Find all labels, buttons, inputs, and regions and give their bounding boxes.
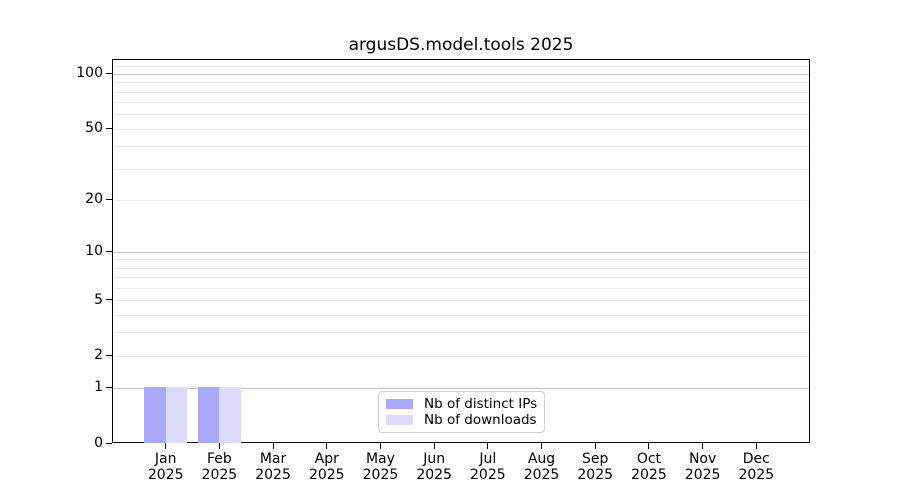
x-tick — [648, 443, 650, 449]
x-tick — [433, 443, 435, 449]
y-tick-label: 20 — [85, 191, 103, 208]
x-tick — [218, 443, 220, 449]
x-tick-year: 2025 — [255, 467, 291, 483]
gridline-minor — [113, 146, 809, 148]
bar-feb-series1 — [219, 387, 241, 443]
gridline-minor — [113, 276, 809, 278]
x-tick-label: Jan 2025 — [134, 451, 198, 483]
chart-title: argusDS.model.tools 2025 — [348, 35, 574, 55]
x-tick-year: 2025 — [416, 467, 452, 483]
y-tick — [106, 127, 112, 129]
gridline-minor — [113, 114, 809, 116]
gridline-minor — [113, 102, 809, 104]
gridline-minor — [113, 259, 809, 261]
x-tick-year: 2025 — [684, 467, 721, 483]
x-tick-year: 2025 — [523, 467, 560, 483]
y-tick-label: 1 — [94, 379, 103, 396]
gridline-major — [113, 387, 809, 389]
plot-area — [112, 59, 810, 443]
x-tick-label: Oct 2025 — [617, 451, 681, 483]
gridline-minor — [113, 82, 809, 84]
gridline-major — [113, 251, 809, 253]
y-tick — [106, 250, 112, 252]
legend-swatch-downloads — [386, 415, 413, 425]
gridline-minor — [113, 91, 809, 93]
x-tick-label: Jun 2025 — [402, 451, 466, 483]
gridline-minor — [113, 267, 809, 269]
x-tick-year: 2025 — [738, 467, 775, 483]
x-tick — [702, 443, 704, 449]
x-tick — [326, 443, 328, 449]
x-tick-label: Nov 2025 — [671, 451, 735, 483]
bar-jan-series0 — [144, 387, 166, 443]
y-tick-label: 2 — [94, 347, 103, 364]
y-tick-label: 100 — [76, 65, 103, 82]
x-tick — [165, 443, 167, 449]
y-tick-label: 10 — [85, 243, 103, 259]
y-tick-label: 0 — [94, 435, 103, 451]
legend-item-downloads: Nb of downloads — [386, 412, 537, 428]
y-tick — [106, 72, 112, 74]
x-tick-label: Apr 2025 — [295, 451, 359, 483]
gridline-minor — [113, 300, 809, 302]
x-tick-label: Jul 2025 — [456, 451, 520, 483]
x-tick-year: 2025 — [362, 467, 399, 483]
legend: Nb of distinct IPs Nb of downloads — [378, 391, 545, 433]
x-tick-label: Sep 2025 — [563, 451, 627, 483]
x-tick-label: May 2025 — [348, 451, 412, 483]
x-tick — [594, 443, 596, 449]
gridline-minor — [113, 128, 809, 130]
legend-swatch-distinct-ips — [386, 399, 413, 409]
x-tick-year: 2025 — [147, 467, 184, 483]
x-tick-year: 2025 — [470, 467, 506, 483]
gridline-minor — [113, 314, 809, 316]
x-tick — [487, 443, 489, 449]
x-tick — [379, 443, 381, 449]
y-tick — [106, 198, 112, 200]
x-tick-label: Mar 2025 — [241, 451, 305, 483]
gridline-minor — [113, 168, 809, 170]
x-tick-label: Feb 2025 — [187, 451, 251, 483]
x-tick-year: 2025 — [308, 467, 345, 483]
legend-item-distinct-ips: Nb of distinct IPs — [386, 396, 538, 412]
x-tick-label: Aug 2025 — [510, 451, 574, 483]
x-tick-year: 2025 — [631, 467, 667, 483]
x-tick-year: 2025 — [577, 467, 614, 483]
x-tick — [272, 443, 274, 449]
y-tick — [106, 354, 112, 356]
gridline-minor — [113, 287, 809, 289]
gridline-major — [113, 73, 809, 75]
x-tick-year: 2025 — [201, 467, 238, 483]
gridline-minor — [113, 66, 809, 68]
gridline-minor — [113, 332, 809, 334]
x-tick-label: Dec 2025 — [724, 451, 788, 483]
legend-label-downloads: Nb of downloads — [424, 412, 537, 428]
x-tick — [755, 443, 757, 449]
y-tick — [106, 386, 112, 388]
bar-jan-series1 — [165, 387, 188, 443]
x-tick — [541, 443, 543, 449]
y-tick-label: 5 — [94, 291, 103, 308]
gridline-minor — [113, 355, 809, 357]
bar-feb-series0 — [197, 387, 220, 443]
y-tick — [106, 299, 112, 301]
gridline-minor — [113, 199, 809, 201]
y-tick-label: 50 — [85, 120, 103, 137]
legend-label-distinct-ips: Nb of distinct IPs — [424, 396, 538, 412]
y-tick — [106, 442, 112, 444]
